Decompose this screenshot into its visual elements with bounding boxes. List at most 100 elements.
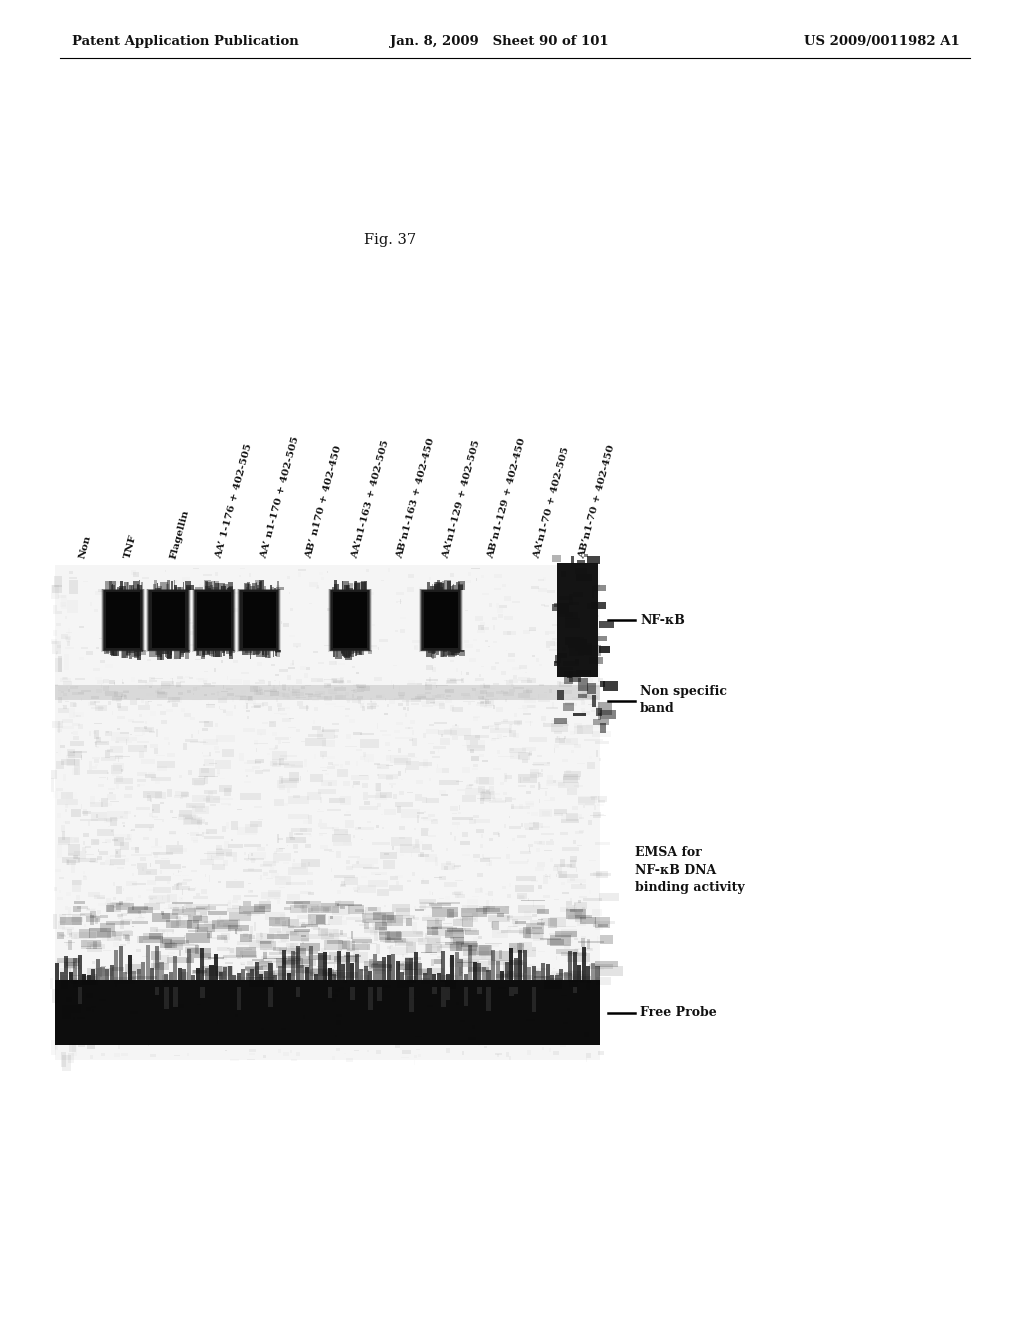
Bar (334, 974, 337, 981)
Bar (199, 730, 200, 734)
Bar (517, 892, 527, 899)
Bar (353, 733, 362, 735)
Bar (467, 741, 484, 748)
Bar (155, 972, 160, 973)
Bar (504, 774, 507, 781)
Bar (444, 866, 447, 870)
Bar (399, 854, 403, 857)
Bar (73, 751, 87, 754)
Bar (135, 727, 140, 729)
Bar (60, 1052, 66, 1067)
Bar (98, 784, 103, 787)
Bar (139, 857, 145, 861)
Bar (339, 797, 340, 801)
Bar (333, 842, 351, 846)
Bar (473, 780, 478, 784)
Bar (136, 649, 142, 652)
Bar (81, 755, 82, 760)
Bar (246, 770, 254, 772)
Bar (174, 795, 187, 797)
Bar (518, 665, 527, 668)
Bar (462, 832, 468, 837)
Bar (361, 783, 368, 788)
Bar (52, 611, 61, 614)
Bar (578, 900, 581, 903)
Bar (104, 590, 142, 649)
Bar (459, 649, 465, 656)
Bar (157, 962, 161, 965)
Bar (559, 874, 579, 878)
Bar (493, 705, 496, 709)
Bar (104, 731, 113, 737)
Bar (114, 1053, 120, 1057)
Bar (498, 932, 506, 935)
Bar (257, 846, 265, 851)
Bar (559, 738, 579, 744)
Bar (473, 639, 477, 640)
Bar (596, 966, 599, 979)
Bar (464, 579, 471, 582)
Bar (114, 950, 118, 979)
Bar (322, 780, 337, 787)
Bar (124, 690, 129, 693)
Bar (183, 935, 186, 937)
Bar (288, 726, 296, 729)
Bar (347, 956, 354, 960)
Bar (590, 814, 606, 816)
Bar (472, 913, 478, 921)
Bar (66, 997, 72, 1002)
Bar (398, 696, 404, 698)
Bar (95, 591, 103, 594)
Bar (75, 1030, 79, 1039)
Bar (383, 734, 391, 737)
Bar (128, 718, 134, 722)
Bar (509, 725, 512, 734)
Bar (355, 783, 358, 784)
Bar (119, 902, 124, 906)
Bar (167, 789, 172, 796)
Bar (324, 940, 350, 950)
Bar (155, 690, 160, 693)
Bar (564, 944, 570, 949)
Bar (332, 1056, 335, 1060)
Bar (86, 652, 93, 655)
Bar (382, 828, 384, 829)
Bar (116, 983, 118, 986)
Bar (580, 817, 584, 818)
Bar (401, 954, 403, 957)
Bar (395, 722, 403, 725)
Bar (106, 818, 112, 822)
Bar (201, 1001, 208, 1003)
Bar (119, 587, 124, 591)
Bar (267, 630, 270, 634)
Bar (132, 975, 157, 979)
Bar (352, 684, 359, 686)
Bar (372, 842, 389, 845)
Bar (110, 855, 126, 857)
Bar (539, 694, 540, 698)
Bar (401, 915, 403, 920)
Bar (372, 962, 379, 965)
Bar (424, 810, 426, 813)
Bar (132, 962, 133, 968)
Bar (512, 838, 514, 841)
Bar (260, 941, 275, 950)
Bar (339, 972, 343, 977)
Bar (419, 586, 422, 590)
Bar (409, 752, 416, 756)
Bar (310, 774, 323, 781)
Bar (315, 690, 326, 694)
Bar (468, 933, 474, 935)
Bar (119, 706, 121, 709)
Bar (135, 735, 143, 737)
Bar (303, 840, 307, 843)
Bar (233, 705, 236, 709)
Bar (104, 750, 111, 758)
Bar (296, 833, 311, 834)
Bar (57, 843, 61, 858)
Bar (204, 776, 208, 784)
Bar (598, 702, 611, 715)
Bar (325, 937, 341, 944)
Bar (164, 737, 169, 741)
Bar (340, 764, 343, 768)
